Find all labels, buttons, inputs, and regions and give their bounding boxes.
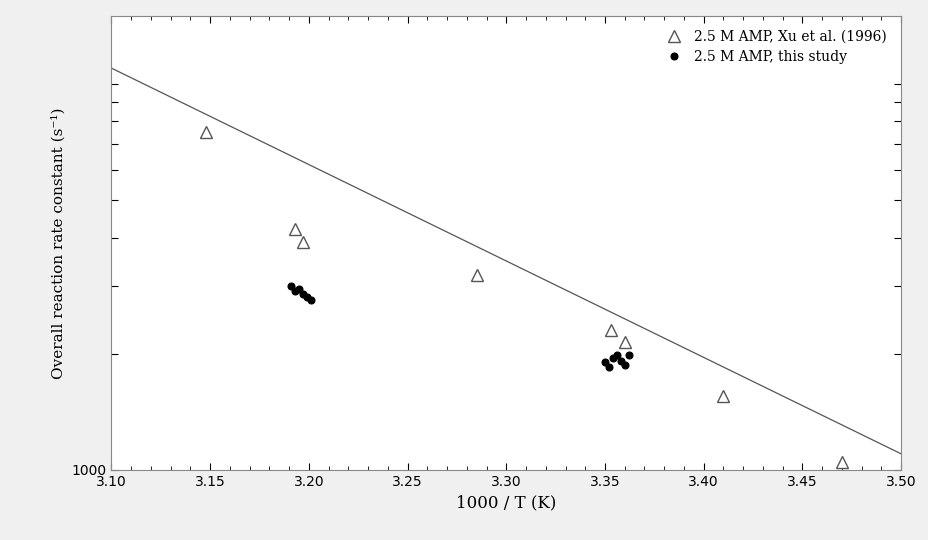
2.5 M AMP, this study — [614, 357, 625, 364]
2.5 M AMP, Xu et al. (1996) — [200, 129, 212, 136]
2.5 M AMP, Xu et al. (1996) — [290, 226, 301, 233]
2.5 M AMP, this study — [599, 359, 610, 366]
2.5 M AMP, Xu et al. (1996) — [618, 339, 629, 345]
2.5 M AMP, Xu et al. (1996) — [835, 458, 846, 465]
2.5 M AMP, Xu et al. (1996) — [470, 272, 482, 278]
2.5 M AMP, this study — [285, 282, 296, 289]
2.5 M AMP, this study — [611, 352, 622, 359]
Legend: 2.5 M AMP, Xu et al. (1996), 2.5 M AMP, this study: 2.5 M AMP, Xu et al. (1996), 2.5 M AMP, … — [652, 23, 894, 71]
2.5 M AMP, this study — [301, 294, 312, 301]
2.5 M AMP, Xu et al. (1996) — [297, 239, 308, 245]
2.5 M AMP, this study — [305, 297, 316, 303]
Y-axis label: Overall reaction rate constant (s⁻¹): Overall reaction rate constant (s⁻¹) — [52, 107, 66, 379]
2.5 M AMP, this study — [602, 363, 613, 370]
2.5 M AMP, this study — [623, 352, 634, 359]
2.5 M AMP, this study — [297, 291, 308, 298]
2.5 M AMP, this study — [618, 362, 629, 368]
2.5 M AMP, Xu et al. (1996) — [717, 393, 728, 400]
2.5 M AMP, this study — [607, 355, 618, 361]
Line: 2.5 M AMP, this study: 2.5 M AMP, this study — [288, 282, 631, 370]
Line: 2.5 M AMP, Xu et al. (1996): 2.5 M AMP, Xu et al. (1996) — [200, 127, 846, 467]
2.5 M AMP, this study — [293, 285, 304, 292]
2.5 M AMP, this study — [290, 288, 301, 295]
X-axis label: 1000 / T (K): 1000 / T (K) — [456, 494, 556, 511]
2.5 M AMP, Xu et al. (1996) — [605, 327, 616, 334]
